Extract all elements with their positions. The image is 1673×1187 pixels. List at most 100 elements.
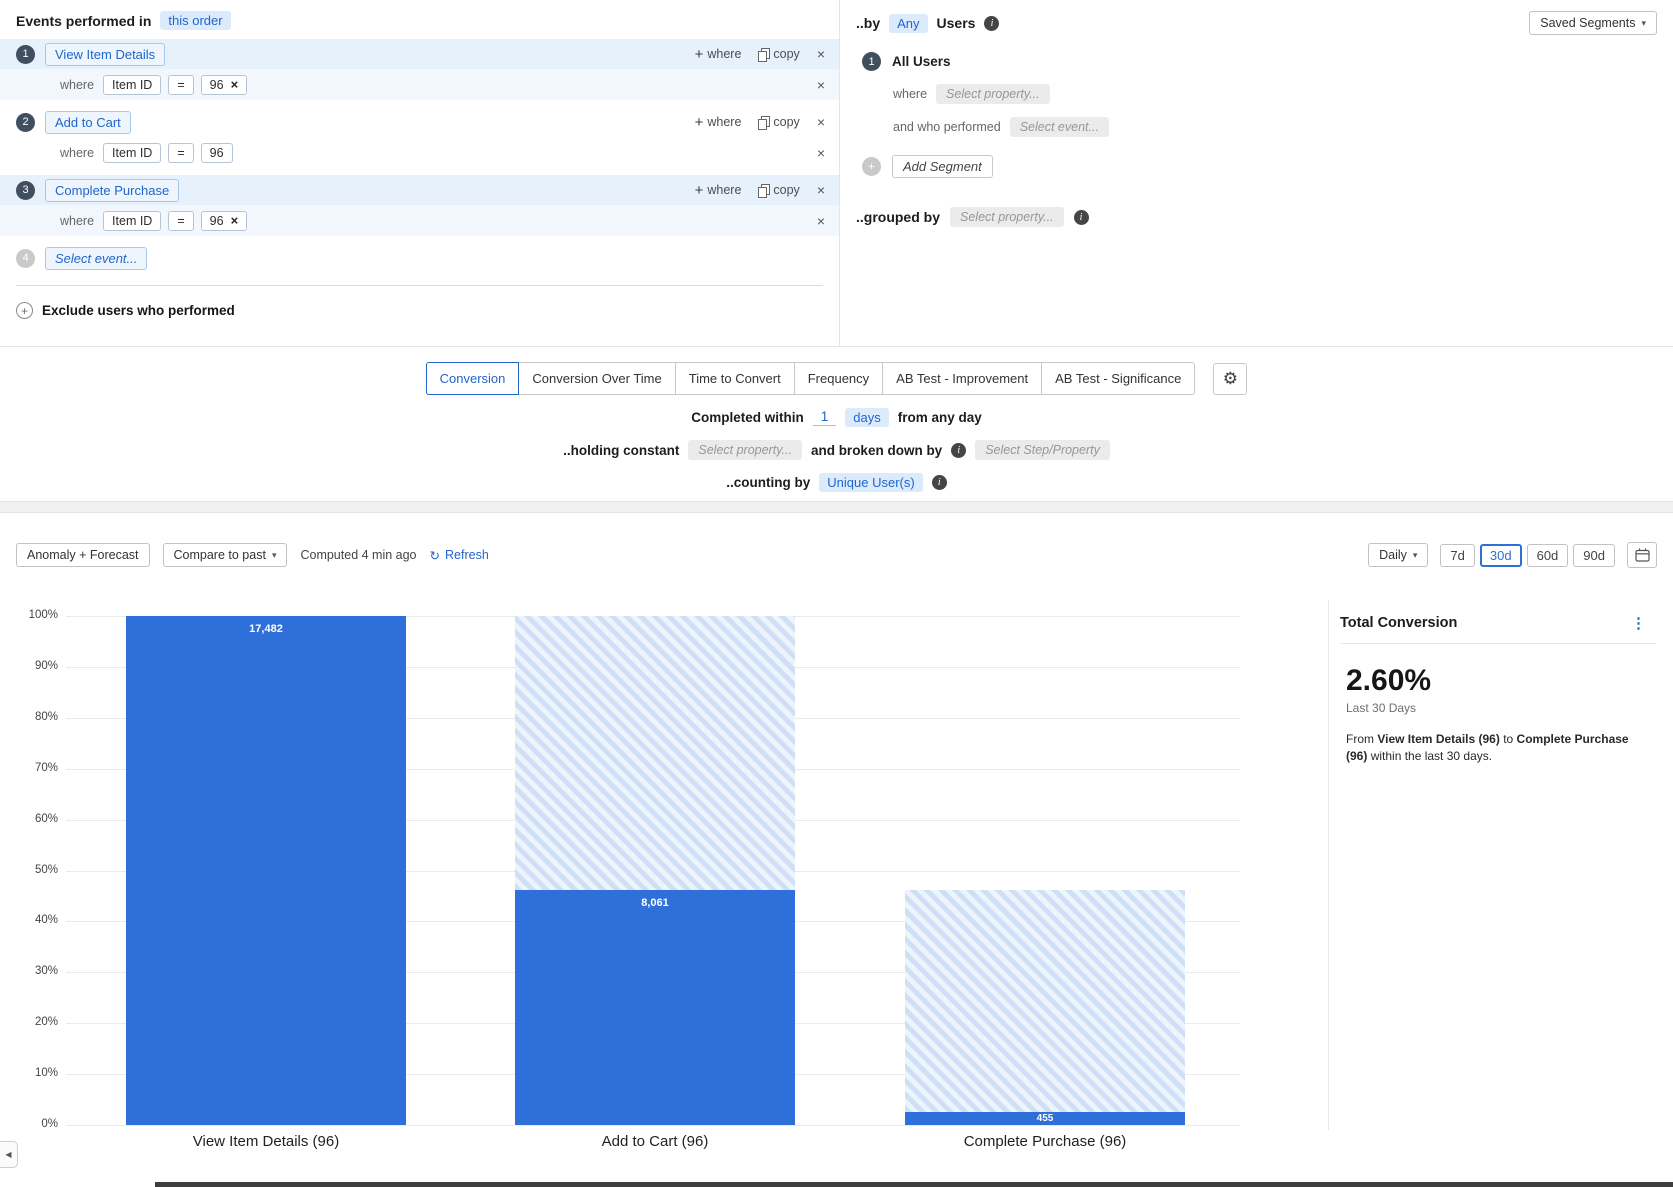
- copy-step-button[interactable]: copy: [758, 47, 800, 62]
- filter-value-chip[interactable]: 96: [200, 142, 233, 163]
- interval-selector[interactable]: Daily ▾: [1368, 543, 1429, 567]
- segment-name[interactable]: All Users: [892, 54, 951, 69]
- y-axis-tick: 10%: [34, 1067, 58, 1080]
- remove-value-icon[interactable]: ×: [230, 213, 239, 228]
- funnel-bar-1-converted[interactable]: 17,482: [126, 616, 406, 1125]
- holding-constant-row: ..holding constant Select property... an…: [0, 440, 1673, 460]
- chevron-down-icon: ▾: [1641, 17, 1646, 28]
- remove-filter-button[interactable]: ×: [816, 144, 825, 161]
- remove-step-button[interactable]: ×: [816, 46, 825, 62]
- refresh-icon: ↻: [429, 548, 440, 563]
- tab-ab-test-improvement[interactable]: AB Test - Improvement: [882, 362, 1043, 395]
- add-segment-button[interactable]: Add Segment: [892, 155, 993, 178]
- interval-label: Daily: [1379, 548, 1407, 562]
- remove-filter-button[interactable]: ×: [816, 212, 825, 229]
- event-selector[interactable]: Complete Purchase: [45, 178, 180, 202]
- tab-time-to-convert[interactable]: Time to Convert: [674, 362, 795, 395]
- remove-step-button[interactable]: ×: [816, 182, 825, 198]
- gear-icon: ⚙: [1222, 368, 1238, 388]
- add-where-button[interactable]: + where: [695, 115, 742, 130]
- compare-to-past-button[interactable]: Compare to past ▾: [162, 543, 288, 567]
- add-where-button[interactable]: + where: [695, 47, 742, 62]
- filter-value-chip[interactable]: 96 ×: [200, 74, 248, 95]
- grouped-by-placeholder[interactable]: Select property...: [950, 207, 1064, 227]
- event-selector[interactable]: Add to Cart: [45, 110, 131, 134]
- filter-operator-chip[interactable]: =: [168, 210, 194, 231]
- copy-step-button[interactable]: copy: [758, 183, 800, 198]
- filter-value-chip[interactable]: 96 ×: [200, 210, 248, 231]
- tab-ab-test-significance[interactable]: AB Test - Significance: [1041, 362, 1196, 395]
- conversion-description: From View Item Details (96) to Complete …: [1340, 731, 1645, 766]
- filter-property-chip[interactable]: Item ID: [103, 74, 162, 95]
- analysis-tabs: Conversion Conversion Over Time Time to …: [0, 362, 1673, 395]
- order-mode-toggle[interactable]: this order: [160, 11, 231, 30]
- range-7d[interactable]: 7d: [1440, 543, 1475, 567]
- funnel-bar-3-converted[interactable]: 455: [905, 1111, 1185, 1125]
- add-where-label: where: [707, 115, 742, 129]
- segment-property-placeholder[interactable]: Select property...: [936, 84, 1050, 104]
- any-all-toggle[interactable]: Any: [889, 13, 928, 33]
- filter-property-chip[interactable]: Item ID: [103, 142, 162, 163]
- completed-within-row: Completed within 1 days from any day: [0, 408, 1673, 427]
- info-icon[interactable]: i: [931, 475, 947, 490]
- remove-filter-button[interactable]: ×: [816, 76, 825, 93]
- tab-frequency[interactable]: Frequency: [793, 362, 884, 395]
- filter-operator-chip[interactable]: =: [168, 142, 194, 163]
- y-axis-tick: 90%: [34, 659, 58, 672]
- add-exclusion-icon[interactable]: +: [16, 302, 33, 319]
- breakdown-placeholder[interactable]: Select Step/Property: [975, 440, 1110, 460]
- calendar-icon: [1634, 548, 1650, 562]
- counting-by-label: ..counting by: [726, 475, 811, 490]
- settings-button[interactable]: ⚙: [1213, 362, 1248, 395]
- section-gap: [0, 502, 1673, 513]
- info-icon[interactable]: i: [1073, 209, 1089, 225]
- copy-step-button[interactable]: copy: [758, 115, 800, 130]
- collapse-left-icon: ◀: [5, 1150, 12, 1159]
- funnel-bar-3-lost[interactable]: [905, 890, 1185, 1112]
- copy-label: copy: [773, 183, 800, 197]
- y-axis-tick: 20%: [34, 1016, 58, 1029]
- y-axis-tick: 70%: [34, 761, 58, 774]
- funnel-step-1: 1 View Item Details + where copy × where …: [0, 39, 839, 100]
- tab-conversion-over-time[interactable]: Conversion Over Time: [518, 362, 676, 395]
- range-30d[interactable]: 30d: [1479, 543, 1522, 567]
- info-icon[interactable]: i: [984, 15, 1000, 31]
- range-60d[interactable]: 60d: [1526, 543, 1569, 567]
- remove-value-icon[interactable]: ×: [230, 77, 239, 92]
- copy-icon: [758, 183, 771, 198]
- plus-icon: +: [694, 113, 704, 131]
- calendar-button[interactable]: [1627, 542, 1657, 568]
- add-where-button[interactable]: + where: [695, 183, 742, 198]
- funnel-bar-2-lost[interactable]: [515, 616, 795, 891]
- anomaly-forecast-button[interactable]: Anomaly + Forecast: [16, 543, 150, 567]
- holding-constant-placeholder[interactable]: Select property...: [688, 440, 802, 460]
- select-event-placeholder[interactable]: Select event...: [45, 246, 148, 270]
- broken-down-by-label: and broken down by: [810, 442, 943, 458]
- filter-property-chip[interactable]: Item ID: [103, 210, 162, 231]
- where-label: where: [60, 77, 95, 92]
- counting-by-selector[interactable]: Unique User(s): [819, 473, 923, 492]
- x-axis-label: Complete Purchase (96): [963, 1133, 1127, 1150]
- info-icon[interactable]: i: [951, 442, 967, 458]
- refresh-button[interactable]: ↻ Refresh: [430, 548, 489, 563]
- conversion-window-input[interactable]: 1: [812, 409, 837, 426]
- funnel-bar-2-converted[interactable]: 8,061: [515, 890, 795, 1125]
- remove-step-button[interactable]: ×: [816, 114, 825, 130]
- y-axis-tick: 80%: [34, 710, 58, 723]
- filter-operator-chip[interactable]: =: [168, 74, 194, 95]
- collapse-sidebar-tab[interactable]: ◀: [0, 1141, 18, 1168]
- range-90d[interactable]: 90d: [1573, 543, 1615, 567]
- window-unit-selector[interactable]: days: [845, 408, 889, 427]
- saved-segments-button[interactable]: Saved Segments ▾: [1529, 11, 1657, 35]
- saved-segments-label: Saved Segments: [1540, 16, 1636, 30]
- desc-suffix: within the last 30 days.: [1370, 749, 1493, 764]
- kebab-menu-icon[interactable]: ⋮: [1631, 615, 1646, 632]
- grouped-by-row: ..grouped by Select property... i: [856, 207, 1657, 227]
- event-selector[interactable]: View Item Details: [45, 42, 166, 66]
- add-segment-icon[interactable]: +: [862, 157, 881, 176]
- users-label: Users: [936, 15, 976, 31]
- performed-event-placeholder[interactable]: Select event...: [1009, 117, 1109, 137]
- exclude-users-label[interactable]: Exclude users who performed: [42, 303, 235, 318]
- y-axis-tick: 0%: [41, 1118, 58, 1130]
- tab-conversion[interactable]: Conversion: [425, 362, 520, 395]
